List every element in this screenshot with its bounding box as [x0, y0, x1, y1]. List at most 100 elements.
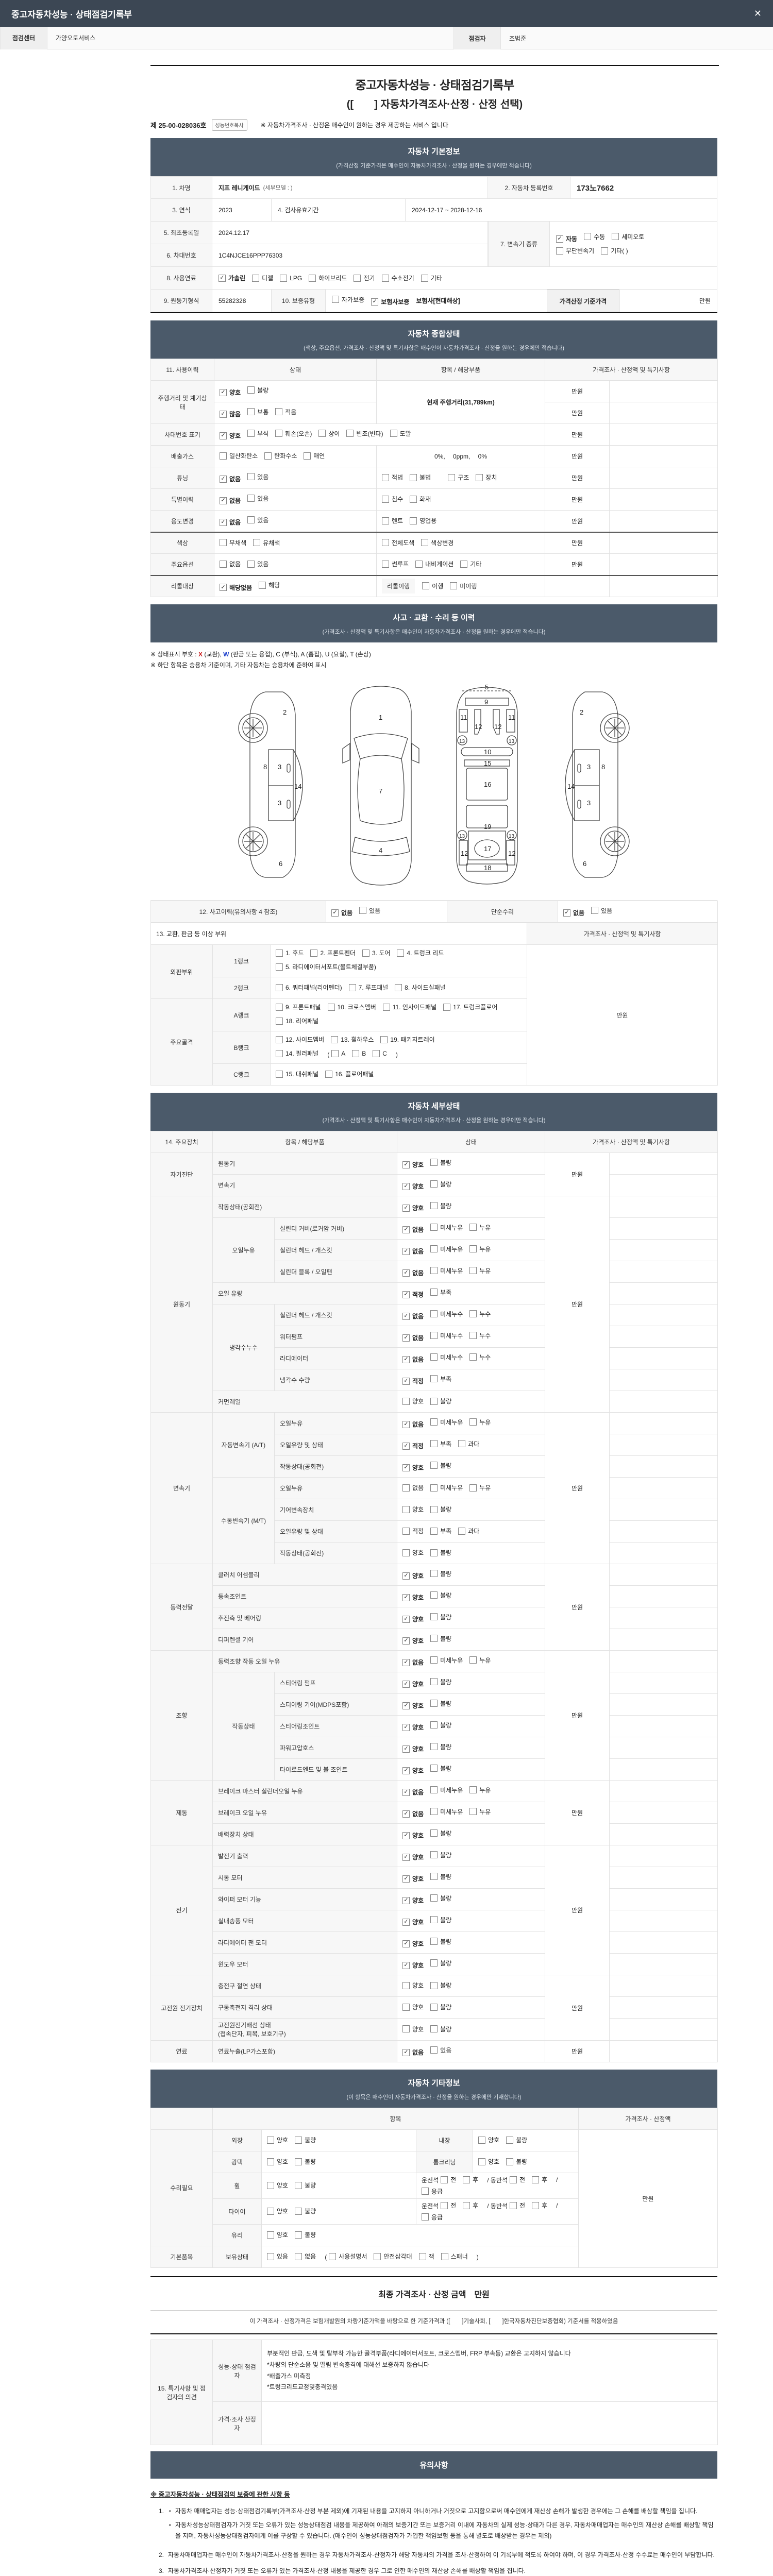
checkbox-option[interactable]: 사용설명서 [329, 2252, 367, 2261]
checkbox-option[interactable]: 기타( ) [601, 246, 628, 255]
checkbox-option[interactable]: 하이브리드 [309, 274, 347, 282]
checkbox-option[interactable]: 과다 [458, 1527, 479, 1535]
checkbox-option[interactable]: 양호 [402, 1505, 424, 1514]
checkbox-option[interactable]: 불량 [430, 1851, 451, 1859]
checkbox-option[interactable]: 부족 [430, 1288, 451, 1297]
checkbox-option[interactable]: 없음 [402, 1483, 424, 1492]
checkbox-option[interactable]: 탄화수소 [264, 451, 297, 460]
checkbox-option[interactable]: 전 [510, 2201, 525, 2210]
checkbox-option[interactable]: 불량 [430, 1937, 451, 1946]
checkbox-option[interactable]: B [352, 1047, 366, 1060]
checkbox-option[interactable]: 불량 [295, 2157, 316, 2166]
checkbox-option[interactable]: ✓ 양호 [402, 1204, 424, 1212]
checkbox-option[interactable]: 10. 크로스멤버 [327, 1001, 376, 1013]
checkbox-option[interactable]: ✓ 양호 [220, 431, 241, 440]
checkbox-option[interactable]: ✓ 없음 [402, 1355, 424, 1364]
checkbox-option[interactable]: ✓ 양호 [402, 1723, 424, 1732]
checkbox-option[interactable]: 변조(변타) [346, 429, 383, 438]
checkbox-option[interactable]: 불량 [247, 386, 268, 395]
close-icon[interactable]: ✕ [753, 8, 762, 19]
checkbox-option[interactable]: 불량 [430, 1613, 451, 1621]
checkbox-option[interactable]: 불량 [295, 2136, 316, 2144]
checkbox-option[interactable]: 불량 [430, 1677, 451, 1686]
checkbox-option[interactable]: 6. 쿼터패널(리어펜더) [276, 983, 342, 992]
checkbox-option[interactable]: 있음 [359, 906, 380, 915]
checkbox-option[interactable]: ✓ 없음 [402, 2048, 424, 2057]
checkbox-option[interactable]: ✓ 양호 [402, 1918, 424, 1926]
checkbox-option[interactable]: 불량 [430, 1591, 451, 1600]
checkbox-option[interactable]: 미세누유 [430, 1807, 463, 1816]
checkbox-option[interactable]: ✓ 없음 [402, 1420, 424, 1429]
checkbox-option[interactable]: ✓ 양호 [402, 1182, 424, 1191]
checkbox-option[interactable]: 부식 [247, 429, 268, 438]
checkbox-option[interactable]: ✓ 양호 [402, 1593, 424, 1602]
checkbox-option[interactable]: 렌트 [382, 516, 403, 525]
checkbox-option[interactable]: ✓ 해당없음 [220, 583, 252, 592]
checkbox-option[interactable]: 불량 [430, 2003, 451, 2011]
checkbox-option[interactable]: ✓ 적정 [402, 1290, 424, 1299]
checkbox-option[interactable]: 불량 [506, 2136, 527, 2144]
checkbox-option[interactable]: ✓ 양호 [402, 1831, 424, 1840]
checkbox-option[interactable]: 부족 [430, 1375, 451, 1383]
checkbox-option[interactable]: 전 [441, 2175, 456, 2184]
checkbox-option[interactable]: 구조 [448, 473, 469, 482]
checkbox-option[interactable]: ✓ 양호 [402, 1874, 424, 1883]
checkbox-option[interactable]: 썬루프 [382, 560, 409, 568]
checkbox-option[interactable]: ✓ 없음 [331, 908, 352, 917]
checkbox-option[interactable]: 전 [510, 2175, 525, 2184]
checkbox-option[interactable]: 매연 [304, 451, 325, 460]
checkbox-option[interactable]: ✓ 없음 [220, 518, 241, 527]
checkbox-option[interactable]: 침수 [382, 495, 403, 503]
checkbox-option[interactable]: 불량 [430, 1397, 451, 1405]
checkbox-option[interactable]: 9. 프론트패널 [276, 1001, 321, 1013]
checkbox-option[interactable]: 양호 [478, 2136, 499, 2144]
checkbox-option[interactable]: 전체도색 [382, 538, 414, 547]
checkbox-option[interactable]: 누유 [469, 1786, 491, 1794]
checkbox-option[interactable]: 무단변속기 [556, 246, 594, 255]
checkbox-option[interactable]: 자가보증 [332, 295, 364, 304]
checkbox-option[interactable]: ✓ 양호 [402, 1160, 424, 1169]
checkbox-option[interactable]: 미세누유 [430, 1786, 463, 1794]
checkbox-option[interactable]: 7. 루프패널 [348, 983, 388, 992]
checkbox-option[interactable]: 불량 [430, 1201, 451, 1210]
checkbox-option[interactable]: ✓ 양호 [402, 1896, 424, 1905]
checkbox-option[interactable]: ✓ 양호 [402, 1571, 424, 1580]
checkbox-option[interactable]: 후 [463, 2175, 478, 2184]
checkbox-option[interactable]: 적법 [382, 473, 403, 482]
checkbox-option[interactable]: 내비게이션 [415, 560, 453, 568]
checkbox-option[interactable]: ✓ 양호 [402, 1853, 424, 1861]
checkbox-option[interactable]: 불량 [430, 1742, 451, 1751]
checkbox-option[interactable]: 불량 [430, 1634, 451, 1643]
checkbox-option[interactable]: 13. 휠하우스 [331, 1033, 374, 1046]
checkbox-option[interactable]: A [331, 1047, 345, 1060]
checkbox-option[interactable]: 도말 [390, 429, 411, 438]
checkbox-option[interactable]: 응급 [422, 2187, 443, 2196]
checkbox-option[interactable]: ✓ 보험사보증 [371, 297, 409, 306]
checkbox-option[interactable]: 18. 리어패널 [276, 1015, 318, 1027]
checkbox-option[interactable]: 누수 [469, 1353, 491, 1362]
checkbox-option[interactable]: ✓ 많음 [220, 410, 241, 418]
checkbox-option[interactable]: 누수 [469, 1310, 491, 1318]
checkbox-option[interactable]: 있음 [247, 516, 268, 524]
checkbox-option[interactable]: 훼손(오손) [275, 429, 312, 438]
checkbox-option[interactable]: 5. 라디에이터서포트(볼트체결부품) [276, 961, 376, 973]
checkbox-option[interactable]: 미세누유 [430, 1223, 463, 1232]
checkbox-option[interactable]: ✓ 양호 [402, 1939, 424, 1948]
checkbox-option[interactable]: 양호 [267, 2136, 288, 2144]
checkbox-option[interactable]: 장치 [476, 473, 497, 482]
checkbox-option[interactable]: ✓ 양호 [402, 1701, 424, 1710]
checkbox-option[interactable]: 양호 [402, 2003, 424, 2011]
checkbox-option[interactable]: 미이행 [450, 582, 477, 590]
checkbox-option[interactable]: 누유 [469, 1418, 491, 1427]
checkbox-option[interactable]: 불량 [430, 1764, 451, 1773]
checkbox-option[interactable]: 불량 [295, 2207, 316, 2215]
checkbox-option[interactable]: 안전삼각대 [374, 2252, 412, 2261]
checkbox-option[interactable]: ✓ 없음 [402, 1268, 424, 1277]
checkbox-option[interactable]: ✓ 없음 [220, 474, 241, 483]
checkbox-option[interactable]: 누수 [469, 1331, 491, 1340]
checkbox-option[interactable]: 1. 후드 [276, 947, 304, 959]
checkbox-option[interactable]: 무채색 [220, 538, 246, 547]
checkbox-option[interactable]: 일산화탄소 [220, 451, 258, 460]
checkbox-option[interactable]: 기타 [421, 274, 442, 282]
checkbox-option[interactable]: 양호 [267, 2207, 288, 2215]
